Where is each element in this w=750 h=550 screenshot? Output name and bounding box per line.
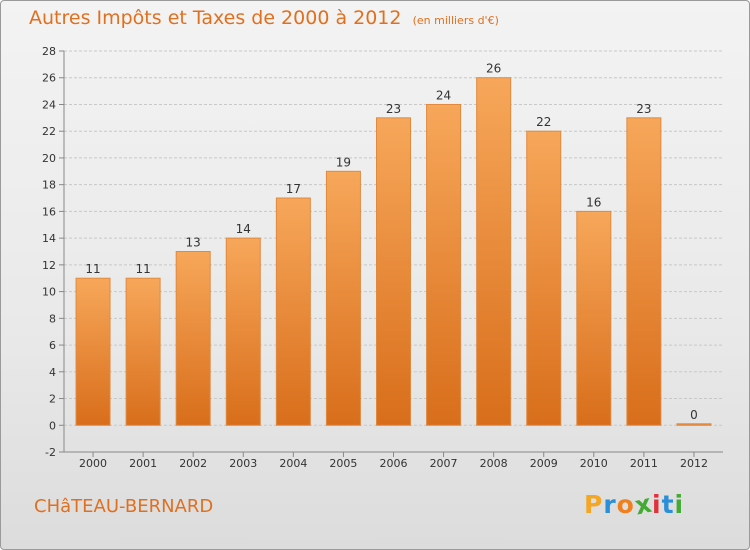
- data-label: 16: [586, 195, 601, 209]
- data-label: 13: [186, 236, 201, 250]
- data-label: 17: [286, 182, 301, 196]
- proxiti-logo: Proxiti: [584, 489, 685, 521]
- data-label: 23: [636, 102, 651, 116]
- bar: [75, 277, 111, 426]
- bar: [325, 170, 361, 426]
- y-tick-label: 16: [42, 205, 56, 218]
- data-label: 11: [85, 262, 100, 276]
- bar: [125, 277, 161, 426]
- data-label: 23: [386, 102, 401, 116]
- chart-title-text: Autres Impôts et Taxes de 2000 à 2012: [29, 7, 402, 29]
- bar: [676, 423, 712, 426]
- bar: [175, 251, 211, 426]
- x-tick-label: 2001: [129, 457, 157, 470]
- bar: [225, 237, 261, 426]
- data-label: 11: [135, 262, 150, 276]
- x-tick-label: 2008: [480, 457, 508, 470]
- logo-letter: r: [603, 490, 617, 519]
- y-tick-label: 26: [42, 72, 56, 85]
- bar: [576, 210, 612, 426]
- logo-letter: i: [652, 490, 662, 519]
- data-label: 22: [536, 115, 551, 129]
- y-tick-label: 22: [42, 125, 56, 138]
- data-label: 14: [236, 222, 251, 236]
- x-tick-label: 2011: [630, 457, 658, 470]
- data-label: 24: [436, 88, 451, 102]
- logo-letter: t: [661, 490, 675, 519]
- bar: [476, 77, 512, 426]
- commune-name: CHâTEAU-BERNARD: [34, 496, 214, 517]
- logo-letter: o: [616, 490, 635, 519]
- x-tick-label: 2009: [530, 457, 558, 470]
- y-tick-label: 2: [49, 393, 56, 406]
- y-tick-label: 10: [42, 286, 56, 299]
- data-label: 19: [336, 155, 351, 169]
- y-tick-label: 28: [42, 45, 56, 58]
- x-tick-label: 2000: [79, 457, 107, 470]
- y-tick-label: 24: [42, 98, 56, 111]
- y-tick-label: 4: [49, 366, 56, 379]
- x-tick-label: 2005: [329, 457, 357, 470]
- data-label: 0: [690, 408, 698, 422]
- chart-unit: (en milliers d'€): [412, 14, 499, 27]
- y-tick-label: 18: [42, 179, 56, 192]
- bar: [275, 197, 311, 426]
- bar: [426, 103, 462, 426]
- bar: [626, 117, 662, 426]
- x-tick-label: 2010: [580, 457, 608, 470]
- logo-letter: i: [674, 490, 685, 519]
- x-tick-label: 2003: [229, 457, 257, 470]
- x-tick-label: 2002: [179, 457, 207, 470]
- bar: [376, 117, 411, 426]
- y-tick-label: -2: [45, 446, 56, 459]
- y-tick-label: 8: [49, 312, 56, 325]
- y-tick-label: 20: [42, 152, 56, 165]
- y-tick-label: 0: [49, 419, 56, 432]
- bar: [526, 130, 562, 426]
- x-tick-label: 2012: [680, 457, 708, 470]
- x-tick-label: 2007: [430, 457, 458, 470]
- logo-letter: P: [584, 490, 604, 519]
- y-tick-label: 12: [42, 259, 56, 272]
- x-tick-label: 2006: [380, 457, 408, 470]
- y-tick-label: 14: [42, 232, 56, 245]
- y-tick-label: 6: [49, 339, 56, 352]
- data-label: 26: [486, 62, 501, 76]
- x-tick-label: 2004: [279, 457, 307, 470]
- chart-title: Autres Impôts et Taxes de 2000 à 2012 (e…: [29, 7, 499, 29]
